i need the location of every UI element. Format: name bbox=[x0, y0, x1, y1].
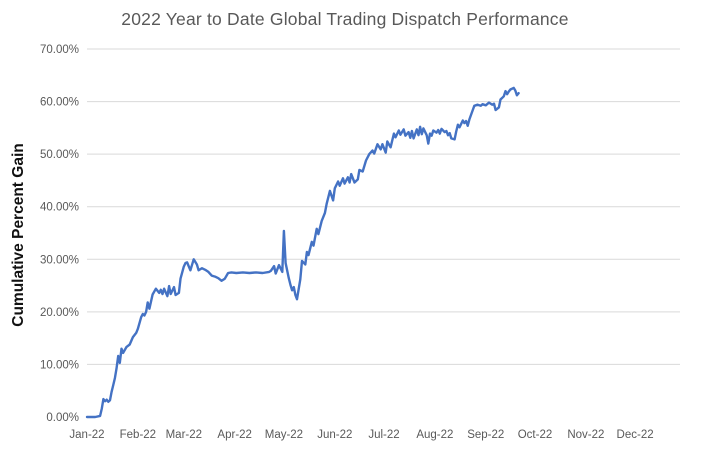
x-axis-tick-label: Mar-22 bbox=[166, 429, 202, 441]
y-axis-tick-label: 0.00% bbox=[46, 412, 79, 424]
y-axis-tick-label: 10.00% bbox=[40, 359, 79, 371]
x-axis-tick-label: Feb-22 bbox=[120, 429, 156, 441]
y-axis-tick-label: 30.00% bbox=[40, 254, 79, 266]
y-axis-tick-label: 60.00% bbox=[40, 97, 79, 109]
x-axis-tick-label: Nov-22 bbox=[567, 429, 604, 441]
y-axis-tick-label: 70.00% bbox=[40, 44, 79, 56]
x-axis-tick-label: Aug-22 bbox=[416, 429, 453, 441]
y-axis-tick-label: 40.00% bbox=[40, 202, 79, 214]
x-axis-tick-label: May-22 bbox=[265, 429, 303, 441]
y-axis-title: Cumulative Percent Gain bbox=[10, 143, 27, 327]
x-axis-tick-label: Oct-22 bbox=[518, 429, 553, 441]
x-axis-tick-label: Dec-22 bbox=[617, 429, 654, 441]
y-axis-tick-label: 20.00% bbox=[40, 307, 79, 319]
x-axis-tick-label: Apr-22 bbox=[217, 429, 252, 441]
x-axis-tick-label: Jan-22 bbox=[69, 429, 104, 441]
chart-title: 2022 Year to Date Global Trading Dispatc… bbox=[121, 9, 569, 29]
series-line-cumulative-percent-gain bbox=[85, 86, 520, 419]
x-axis-tick-label: Sep-22 bbox=[467, 429, 504, 441]
x-axis-tick-label: Jun-22 bbox=[317, 429, 352, 441]
x-axis-tick-label: Jul-22 bbox=[368, 429, 399, 441]
y-axis-tick-label: 50.00% bbox=[40, 149, 79, 161]
